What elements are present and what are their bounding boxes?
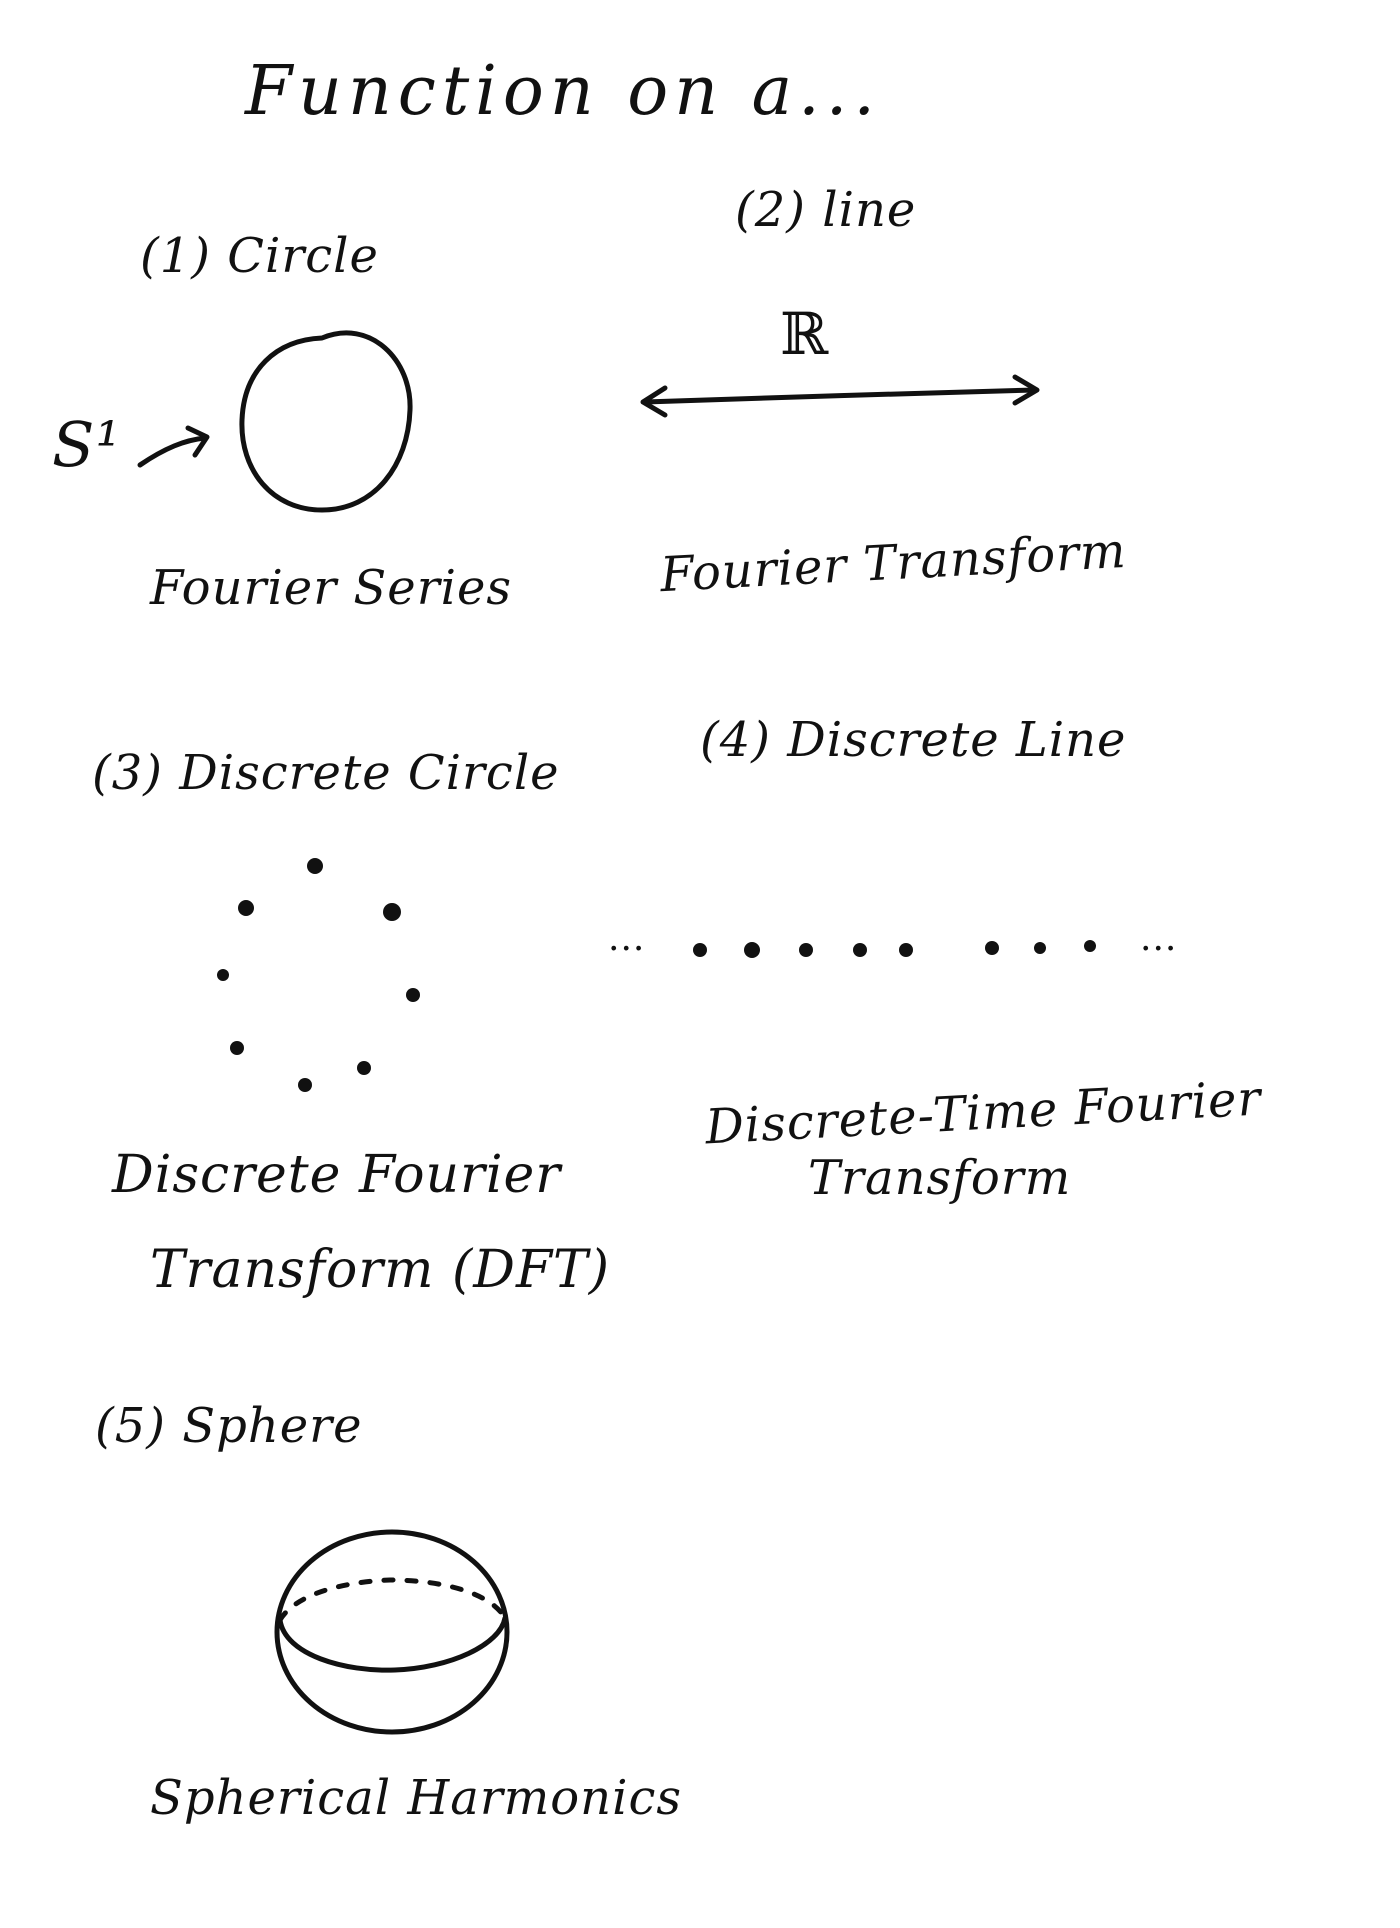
discrete-line-ellipsis-right: ... <box>1140 918 1178 959</box>
discrete-line-point <box>1084 940 1096 952</box>
discrete-line-point <box>744 942 760 958</box>
section-2-heading: (2) line <box>735 182 917 238</box>
sphere-equator-front <box>277 1615 508 1673</box>
circle-shape <box>239 330 413 513</box>
discrete-line-ellipsis-left: ... <box>608 918 646 959</box>
discrete-line-point <box>985 941 999 955</box>
section-4-caption-line-2: Transform <box>808 1150 1072 1206</box>
sphere-equator-back <box>277 1577 508 1623</box>
real-line <box>642 387 1038 405</box>
circle-pointer-arrow <box>137 435 208 468</box>
discrete-circle-point <box>230 1041 244 1055</box>
discrete-circle-point <box>357 1061 371 1075</box>
discrete-line-point <box>1034 942 1046 954</box>
section-5-caption: Spherical Harmonics <box>150 1770 682 1826</box>
real-line-right-arrowhead <box>1012 374 1040 406</box>
circle-symbol-label: S¹ <box>52 408 122 481</box>
discrete-line-point <box>899 943 913 957</box>
discrete-circle-points <box>217 858 420 1092</box>
discrete-line-point <box>799 943 813 957</box>
discrete-circle-point <box>238 900 254 916</box>
real-line-symbol-label: ℝ <box>780 300 830 368</box>
sphere-outline <box>274 1529 510 1735</box>
discrete-circle-point <box>383 903 401 921</box>
real-line-left-arrowhead <box>640 385 668 418</box>
section-1-heading: (1) Circle <box>140 228 379 284</box>
discrete-circle-point <box>298 1078 312 1092</box>
section-3-caption-line-2: Transform (DFT) <box>150 1240 610 1300</box>
discrete-line-point <box>853 943 867 957</box>
section-5-heading: (5) Sphere <box>95 1398 363 1454</box>
discrete-circle-point <box>217 969 229 981</box>
section-3-heading: (3) Discrete Circle <box>92 745 560 801</box>
page-title: Function on a... <box>245 52 882 131</box>
discrete-line-points <box>693 940 1096 958</box>
discrete-circle-point <box>307 858 323 874</box>
section-1-caption: Fourier Series <box>150 560 513 616</box>
circle-pointer-arrowhead <box>185 425 210 458</box>
discrete-circle-point <box>406 988 420 1002</box>
discrete-line-point <box>693 943 707 957</box>
section-3-caption-line-1: Discrete Fourier <box>112 1145 562 1205</box>
section-4-heading: (4) Discrete Line <box>700 712 1127 768</box>
